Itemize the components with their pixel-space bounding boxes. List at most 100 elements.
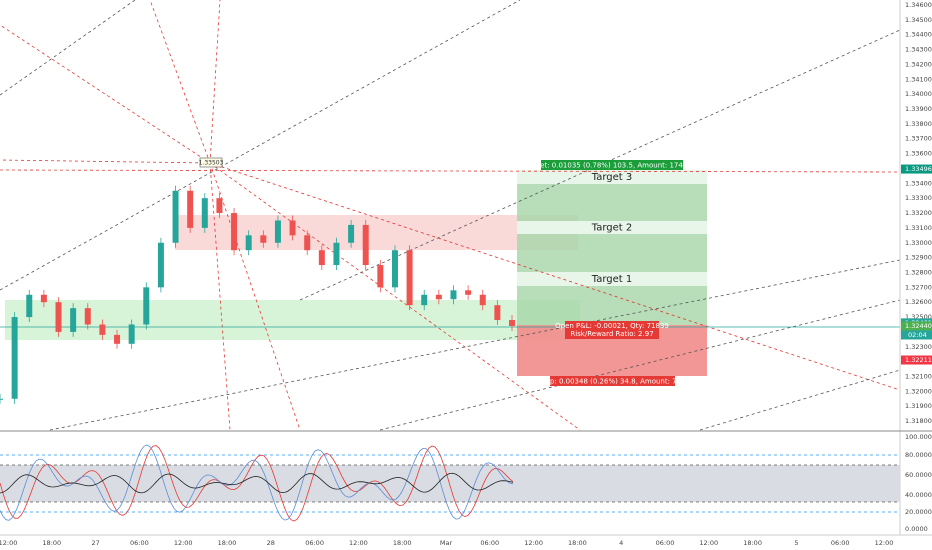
horizontal-line: [0, 169, 901, 173]
price-tick-label: 1.32700: [905, 283, 932, 291]
candle: [216, 198, 223, 214]
trend-line: [699, 369, 901, 431]
candle: [479, 294, 486, 306]
time-tick-label: 06:00: [831, 539, 850, 547]
fan-line: [149, 0, 211, 164]
demand-zone: [5, 300, 580, 340]
price-tick-label: 1.32800: [905, 268, 932, 276]
target-label: Target 3: [591, 172, 632, 183]
time-tick-label: 18:00: [42, 539, 61, 547]
candle: [421, 294, 428, 306]
osc-tick-label: 60.0000: [905, 471, 932, 479]
stop-info-bg: [550, 376, 675, 386]
candle: [391, 250, 398, 288]
oscillator-band: [0, 465, 900, 502]
candle: [70, 308, 77, 332]
candle: [128, 324, 135, 344]
time-tick-label: 18:00: [393, 539, 412, 547]
price-highlight: [901, 164, 932, 174]
time-tick-label: Mar: [440, 539, 453, 547]
osc-tick-label: 40.0000: [905, 491, 932, 499]
pivot-label: 1.33503: [199, 160, 224, 167]
price-highlight: [901, 321, 932, 331]
profit-area: [517, 170, 707, 325]
price-tick-label: 1.34000: [905, 90, 932, 98]
candle: [11, 317, 18, 399]
oscillator-line: [0, 444, 514, 521]
candle: [26, 294, 33, 318]
fan-line: [209, 162, 231, 431]
time-tick-label: 18:00: [218, 539, 237, 547]
candle: [377, 265, 384, 288]
time-tick-label: 06:00: [305, 539, 324, 547]
candle: [99, 324, 106, 335]
price-tick-label: 1.33700: [905, 135, 932, 143]
time-tick-label: 4: [619, 539, 623, 547]
price-tick-label: 1.32100: [905, 373, 932, 381]
time-tick-label: 12:00: [875, 539, 894, 547]
osc-tick-label: 20.0000: [905, 508, 932, 516]
time-tick-label: 12:00: [349, 539, 368, 547]
price-tick-label: 1.33900: [905, 105, 932, 113]
pivot-tag: [199, 157, 223, 168]
time-tick-label: 5: [794, 539, 798, 547]
candle: [201, 198, 208, 228]
time-tick-label: 12:00: [0, 539, 17, 547]
price-tick-label: 1.34600: [905, 1, 932, 9]
candle: [318, 250, 325, 266]
price-highlight: [901, 355, 932, 365]
candle: [187, 190, 194, 228]
countdown: 02:04: [908, 331, 927, 339]
candle: [172, 190, 179, 243]
time-tick-label: 18:00: [743, 539, 762, 547]
time-tick-label: 12:00: [174, 539, 193, 547]
time-tick-label: 06:00: [480, 539, 499, 547]
candle: [260, 235, 267, 243]
candle: [362, 224, 369, 266]
stop-info: Stop: 0.00348 (0.26%) 34.8, Amount: 750: [538, 378, 685, 386]
target-2-band: [517, 221, 707, 234]
fan-line: [209, 162, 301, 431]
price-tick-label: 1.33100: [905, 224, 932, 232]
time-tick-label: 06:00: [656, 539, 675, 547]
price-highlight-label: 1.32440: [905, 322, 932, 330]
price-tick-label: 1.33800: [905, 120, 932, 128]
price-tick-label: 1.32600: [905, 298, 932, 306]
target-label: Target 2: [591, 223, 632, 234]
candle: [231, 213, 238, 251]
price-tick-label: 1.32300: [905, 343, 932, 351]
price-tick-label: 1.32500: [905, 313, 932, 321]
open-pnl: Open P&L: -0.00021, Qty: 71839: [555, 322, 669, 330]
candle: [114, 334, 121, 344]
trend-line: [49, 259, 901, 431]
trend-line: [379, 299, 901, 431]
candle: [304, 235, 311, 251]
countdown-bg: [901, 330, 932, 340]
price-highlight-label: 1.32211: [905, 356, 932, 364]
price-tick-label: 1.33300: [905, 194, 932, 202]
price-tick-label: 1.32000: [905, 387, 932, 395]
pnl-bg: [565, 321, 659, 339]
candle: [435, 294, 442, 300]
oscillator-line: [0, 472, 514, 494]
osc-tick-label: 100.0000: [905, 433, 932, 441]
fan-line: [209, 162, 901, 391]
candle: [0, 398, 3, 400]
candle: [465, 290, 472, 295]
price-tick-label: 1.33600: [905, 150, 932, 158]
candle: [274, 220, 281, 243]
candle: [333, 242, 340, 266]
supply-zone: [175, 215, 578, 250]
fan-lines: [0, 0, 901, 431]
price-highlight-label: 1.33496: [905, 165, 932, 173]
candle: [245, 235, 252, 251]
candle: [406, 250, 413, 306]
osc-tick-label: 80.0000: [905, 451, 932, 459]
target-info-bg: [541, 160, 683, 170]
candle: [494, 305, 501, 321]
candle: [450, 290, 457, 300]
time-tick-label: 06:00: [130, 539, 149, 547]
